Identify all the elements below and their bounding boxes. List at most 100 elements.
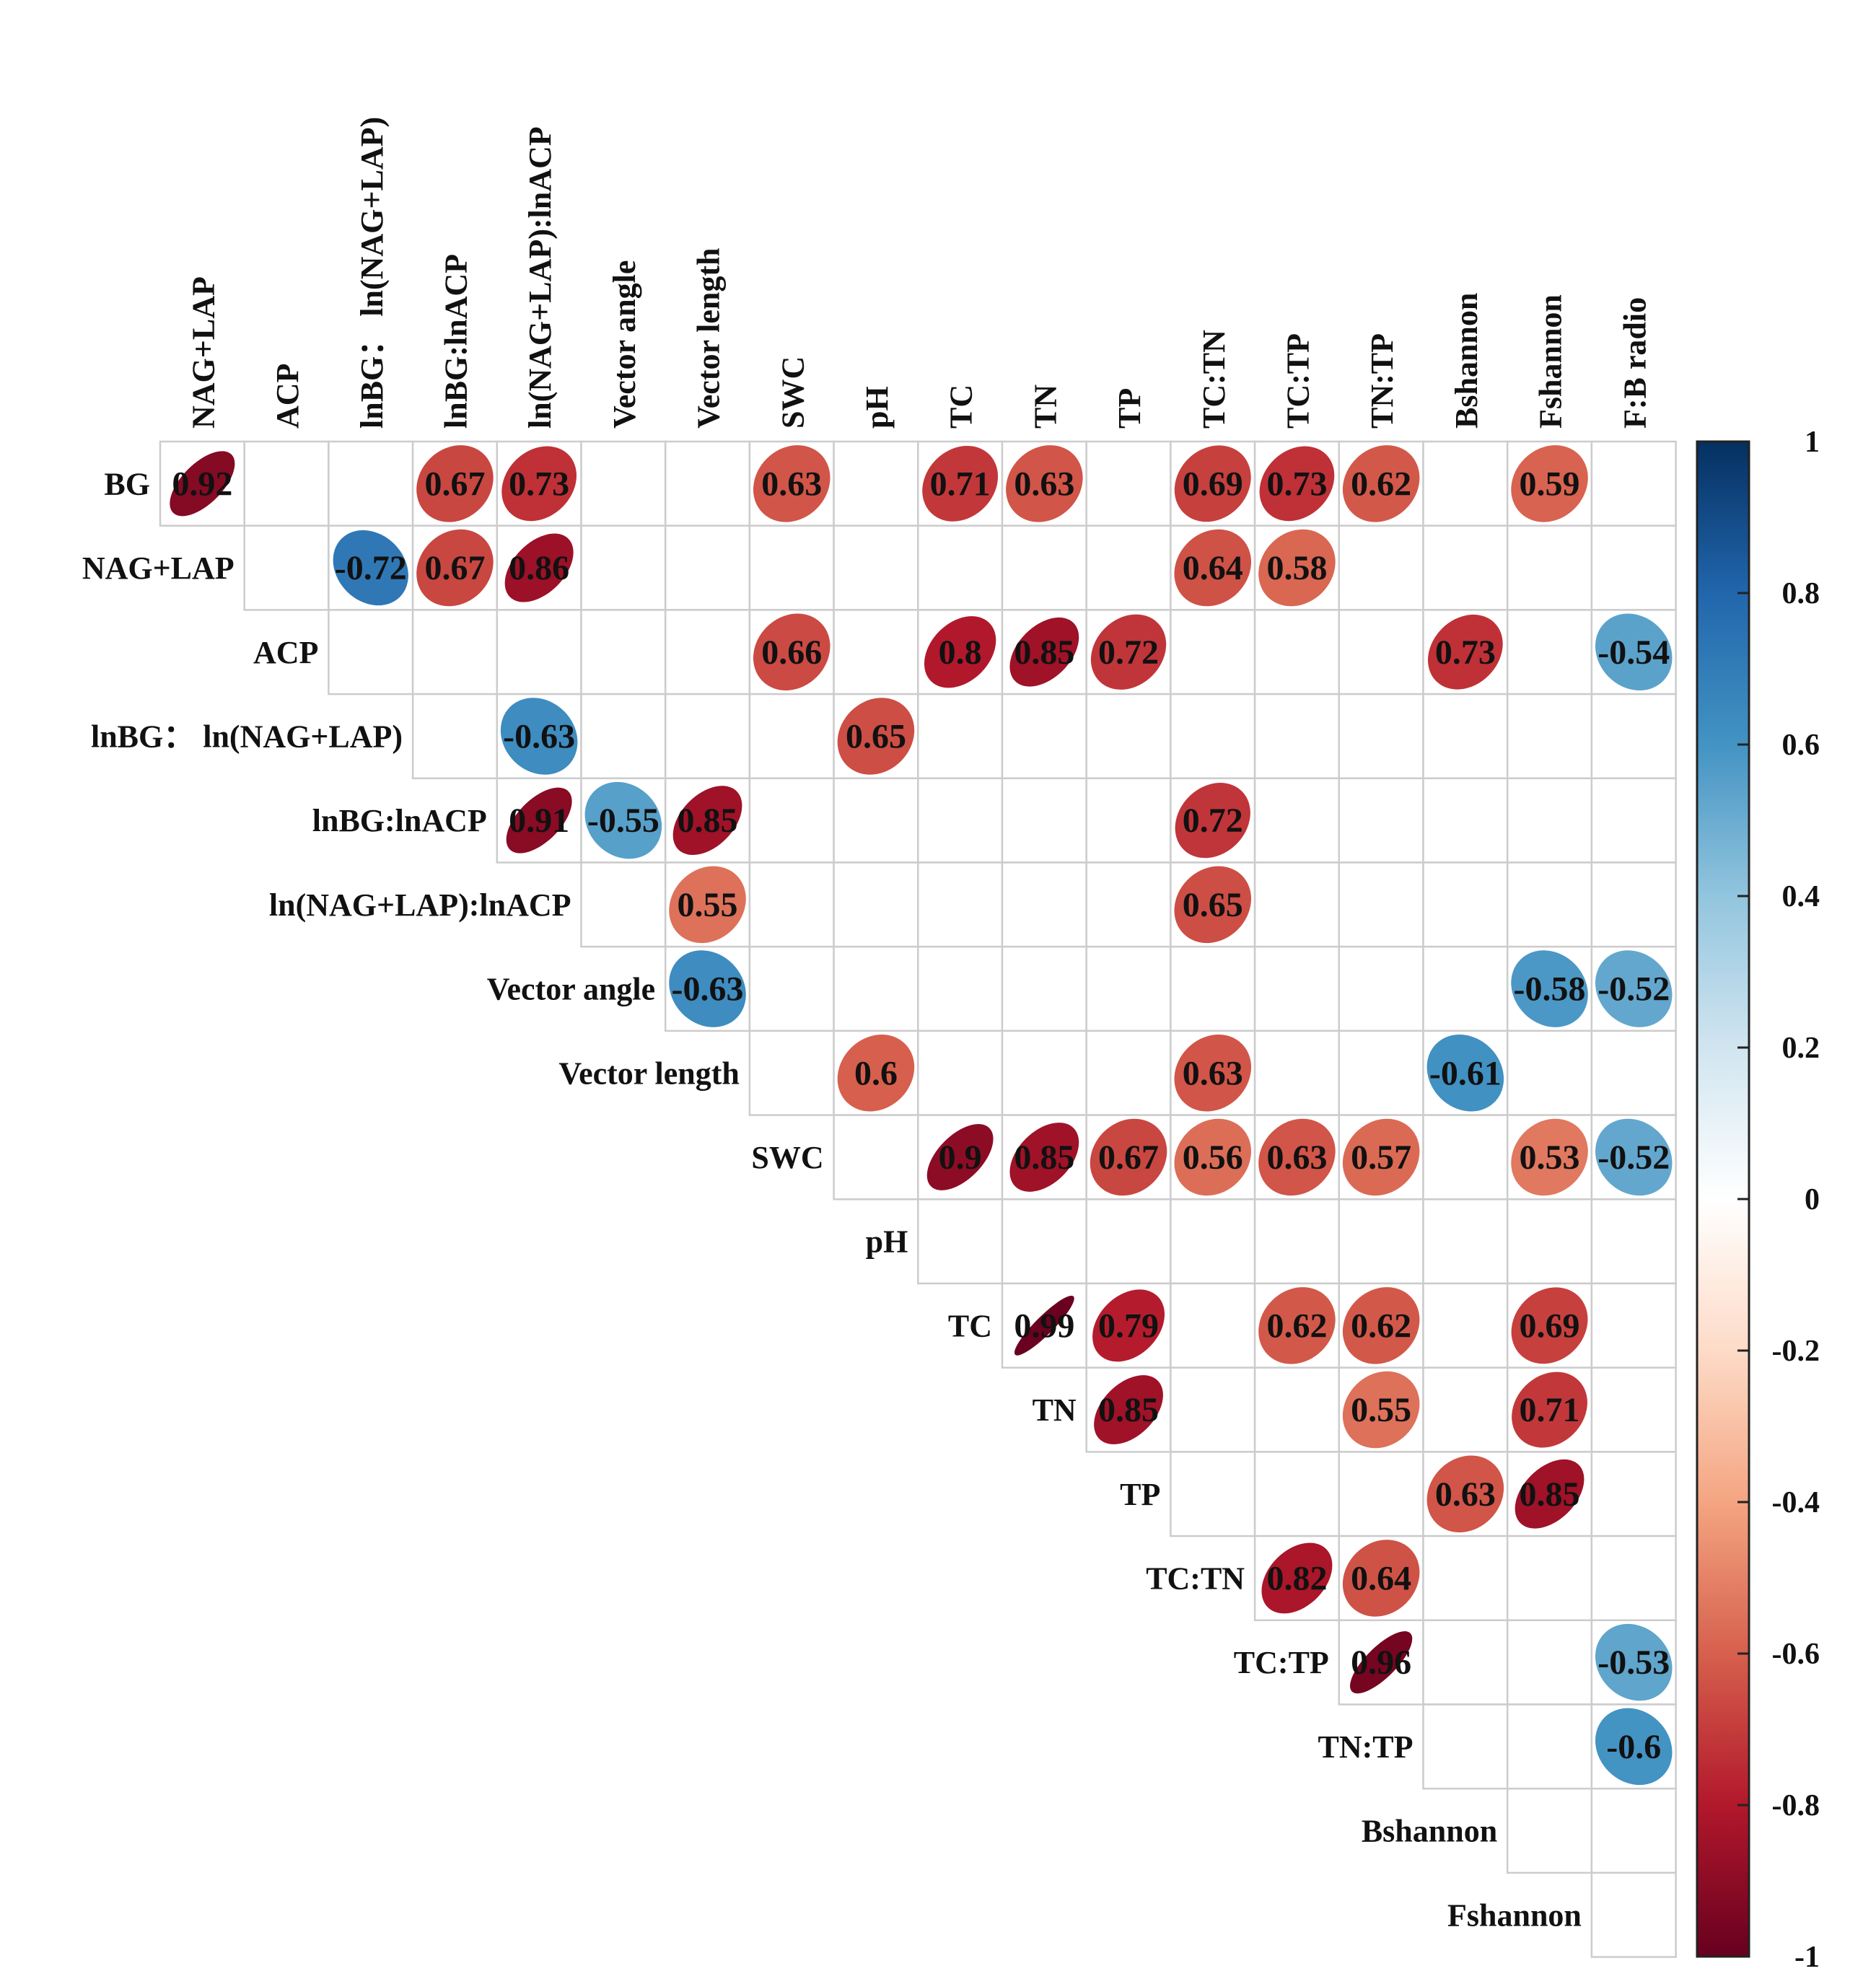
grid-cell-ln-nag-lap-lnacp-bshannon (1422, 861, 1509, 948)
grid-cell-ln-nag-lap-lnacp-tp (1085, 861, 1172, 948)
grid-cell-vector-angle-tc-tn (1170, 945, 1256, 1032)
grid-cell-lnbg-ln-nag-lap-tn (1001, 693, 1087, 780)
color-scale-tick-label: -0.6 (1772, 1638, 1820, 1671)
value-label-lnbg-lnacp-ln-nag-lap-lnacp: 0.91 (509, 802, 569, 840)
grid-cell-vector-length-tc-tp (1253, 1030, 1341, 1116)
ellipse-tc-tn-tc-tp (1261, 1542, 1333, 1614)
value-label-swc-tc-tn: 0.56 (1183, 1138, 1243, 1177)
value-label-tp-bshannon: 0.63 (1435, 1475, 1496, 1514)
grid-cell-ln-nag-lap-lnacp-tc (917, 861, 1004, 948)
row-label-vector-angle: Vector angle (487, 972, 655, 1007)
value-label-bg-tn-tp: 0.62 (1351, 465, 1411, 503)
value-label-tc-tn-tp: 0.62 (1351, 1307, 1411, 1345)
value-label-bg-tc-tp: 0.73 (1266, 465, 1327, 503)
value-label-lnbg-lnacp-tc-tn: 0.72 (1183, 802, 1243, 840)
ellipse-vector-length-ph (837, 1034, 915, 1112)
ellipse-acp-tn (1009, 617, 1079, 687)
grid-cell-tc-tn-bshannon (1422, 1535, 1509, 1622)
grid-cell-lnbg-lnacp-tc-tp (1253, 777, 1341, 864)
ellipse-bg-ln-nag-lap-lnacp (501, 446, 577, 522)
grid-cell-lnbg-ln-nag-lap-lnbg-lnacp (411, 693, 499, 780)
grid-cell-bshannon-fshannon (1506, 1787, 1593, 1874)
ellipse-vector-angle-vector-length (669, 950, 746, 1027)
grid-cell-lnbg-ln-nag-lap-tp (1085, 693, 1172, 780)
grid-cell-vector-length-tn-tp (1338, 1030, 1424, 1116)
row-label-acp: ACP (253, 635, 318, 670)
value-label-swc-tc: 0.9 (939, 1138, 982, 1177)
value-label-ln-nag-lap-lnacp-tc-tn: 0.65 (1183, 886, 1243, 924)
grid-cell-lnbg-ln-nag-lap-tc (917, 693, 1004, 780)
value-label-swc-f-b-radio: -0.52 (1597, 1138, 1670, 1177)
grid-cell-bshannon-f-b-radio (1590, 1787, 1677, 1874)
color-scale-tick-label: 0.2 (1782, 1032, 1820, 1065)
value-label-bg-lnbg-lnacp: 0.67 (424, 465, 485, 503)
value-label-nag-lap-tc-tp: 0.58 (1266, 549, 1327, 587)
value-label-bg-nag-lap: 0.92 (172, 465, 232, 503)
row-label-bshannon: Bshannon (1362, 1814, 1497, 1849)
ellipse-swc-tn-tp (1342, 1118, 1420, 1196)
value-label-tc-tp: 0.79 (1098, 1307, 1159, 1345)
ellipse-bg-tc-tn (1174, 445, 1251, 522)
grid-cell-lnbg-ln-nag-lap-vector-length (664, 693, 751, 780)
color-scale-tick-label: -0.2 (1772, 1335, 1820, 1368)
ellipse-nag-lap-tc-tp (1258, 529, 1336, 607)
grid-cell-lnbg-lnacp-tn-tp (1338, 777, 1424, 864)
column-label-ph: pH (859, 386, 895, 429)
column-label-vector-length: Vector length (691, 247, 727, 429)
color-scale-legend: 1 0.8 0.6 0.4 0.2 0 -0.2 -0.4 -0.6 -0.8 -1 (1696, 426, 1820, 1974)
column-label-vector-angle: Vector angle (607, 260, 642, 429)
ellipse-vector-length-bshannon (1426, 1034, 1504, 1112)
ellipse-lnbg-lnacp-ln-nag-lap-lnacp (506, 787, 572, 853)
row-label-bg: BG (104, 466, 150, 501)
value-label-tn-tn-tp: 0.55 (1351, 1391, 1411, 1429)
value-label-swc-tp: 0.67 (1098, 1138, 1159, 1177)
ellipse-lnbg-lnacp-vector-angle (584, 781, 662, 859)
ellipse-tc-tn (1014, 1295, 1074, 1356)
ellipse-bg-nag-lap (170, 451, 235, 517)
value-label-bg-tn: 0.63 (1014, 465, 1074, 503)
grid-cell-lnbg-ln-nag-lap-tn-tp (1338, 693, 1424, 780)
grid-cell-ln-nag-lap-lnacp-vector-angle (580, 861, 667, 948)
row-label-tc: TC (948, 1308, 992, 1343)
grid-cell-bg-acp (243, 440, 330, 527)
grid-cell-vector-angle-bshannon (1422, 945, 1509, 1032)
grid-cell-tp-tc-tn (1170, 1451, 1256, 1537)
grid-cell-bg-bshannon (1422, 440, 1509, 527)
value-label-bg-fshannon: 0.59 (1520, 465, 1580, 503)
value-label-tc-tc-tp: 0.62 (1266, 1307, 1327, 1345)
grid-cell-bg-ph (833, 440, 919, 527)
grid-cell-tp-tn-tp (1338, 1451, 1424, 1537)
grid-cell-lnbg-ln-nag-lap-vector-angle (580, 693, 667, 780)
grid-cell-tn-f-b-radio (1590, 1366, 1677, 1453)
ellipse-lnbg-lnacp-tc-tn (1175, 783, 1250, 859)
correlation-marks: 0.92 0.67 0.73 0.63 0.71 0.63 0.69 0.73 0.62 0.59… (170, 445, 1673, 1786)
color-scale-tick-label: 0.8 (1782, 577, 1820, 610)
value-label-tn-fshannon: 0.71 (1520, 1391, 1580, 1429)
grid-cell-vector-angle-tp (1085, 945, 1172, 1032)
color-scale-tick-label: 1 (1805, 426, 1820, 459)
value-label-nag-lap-lnbg-lnacp: 0.67 (424, 549, 485, 587)
grid-cell-acp-lnbg-lnacp (411, 609, 499, 695)
column-label-acp: ACP (270, 364, 305, 429)
grid-cell-lnbg-lnacp-f-b-radio (1590, 777, 1677, 864)
column-label-ln-nag-lap-lnacp: ln(NAG+LAP):lnACP (522, 126, 558, 429)
ellipse-swc-tp (1090, 1118, 1167, 1196)
value-label-ln-nag-lap-lnacp-vector-length: 0.55 (678, 886, 738, 924)
ellipse-bg-swc (753, 445, 830, 522)
column-label-nag-lap: NAG+LAP (185, 276, 221, 429)
grid-cell-tn-tp-fshannon (1506, 1703, 1593, 1790)
row-label-lnbg-lnacp: lnBG:lnACP (312, 803, 487, 838)
value-label-tp-fshannon: 0.85 (1520, 1475, 1580, 1514)
grid-cell-lnbg-lnacp-swc (748, 777, 835, 864)
row-label-tp: TP (1120, 1477, 1160, 1512)
ellipse-acp-tc (924, 616, 996, 688)
row-label-vector-length: Vector length (558, 1055, 740, 1091)
value-label-tc-fshannon: 0.69 (1520, 1307, 1580, 1345)
grid-cell-vector-length-tp (1085, 1030, 1172, 1116)
ellipse-swc-f-b-radio (1595, 1118, 1673, 1196)
row-label-tc-tp: TC:TP (1234, 1645, 1329, 1680)
grid-cell-acp-tc-tn (1170, 609, 1256, 695)
ellipse-swc-tc (926, 1124, 994, 1190)
ellipse-acp-swc (753, 613, 830, 691)
grid-cell-nag-lap-bshannon (1422, 524, 1509, 611)
